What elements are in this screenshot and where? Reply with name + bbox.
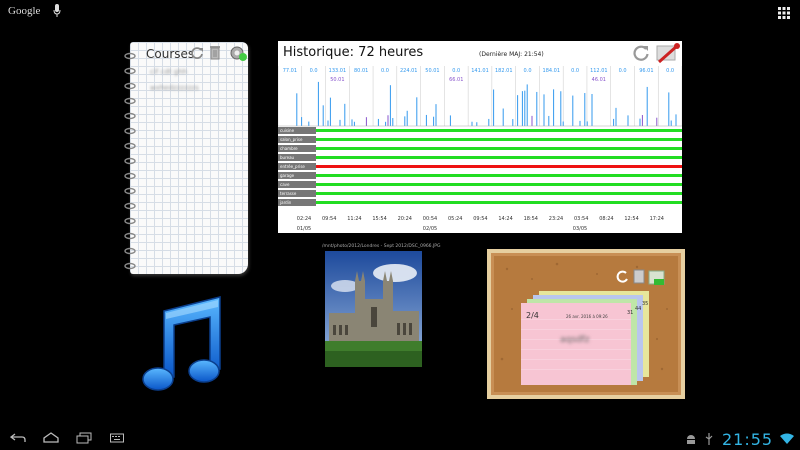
usb-icon	[705, 433, 713, 445]
chart-peak-label: 184.01	[543, 68, 561, 74]
chart-peak-label: 0.0	[310, 68, 318, 74]
chart-peak-label: 141.01	[471, 68, 489, 74]
shopping-list-widget[interactable]	[130, 42, 248, 274]
settings-icon[interactable]	[228, 44, 248, 62]
chart-peak-label: 0.0	[452, 68, 460, 74]
status-bar	[278, 138, 682, 141]
status-bar	[278, 156, 682, 159]
chart-peak-label: 133.01	[329, 68, 347, 74]
chart-peak-label: 0.0	[524, 68, 532, 74]
time-tick: 23:24	[549, 216, 563, 222]
chart-peak-label: 66.01	[449, 77, 463, 83]
row-label-bg	[278, 154, 316, 161]
clock[interactable]: 21:55	[722, 430, 774, 449]
row-label-bg	[278, 181, 316, 188]
keyboard-icon[interactable]	[110, 432, 124, 444]
note-tab-number[interactable]: 35	[642, 301, 649, 307]
chart-peak-label: 0.0	[381, 68, 389, 74]
photo-path: /mnt/photo/2012/Londres - Sept 2012/DSC_…	[322, 244, 441, 249]
row-label: entrée_prise	[280, 164, 305, 169]
trash-icon[interactable]	[209, 45, 221, 60]
chart-peak-label: 46.01	[592, 77, 606, 83]
time-tick: 14:24	[498, 216, 512, 222]
row-label-bg	[278, 145, 316, 152]
status-bar	[278, 165, 682, 168]
row-label: garage	[280, 173, 295, 178]
time-tick: 18:54	[524, 216, 538, 222]
last-update-label: (Dernière MAJ: 21:54)	[479, 51, 544, 58]
tools-icon[interactable]	[655, 42, 681, 64]
list-item[interactable]: wxhedzzzzzzs	[150, 84, 199, 92]
row-label-bg	[278, 190, 316, 197]
note-text[interactable]: aqsdfz	[560, 335, 590, 345]
chart-peak-label: 80.01	[354, 68, 368, 74]
microphone-icon[interactable]	[53, 4, 61, 18]
date-label: 02/05	[423, 226, 437, 232]
note-tab-number[interactable]: 31	[627, 310, 634, 316]
chart-peak-label: 224.01	[400, 68, 418, 74]
all-apps-icon[interactable]	[778, 7, 790, 19]
memo-board-widget[interactable]	[487, 249, 685, 399]
notepad-title: Courses	[146, 47, 195, 61]
time-tick: 09:54	[473, 216, 487, 222]
time-tick: 17:24	[650, 216, 664, 222]
chart-peak-label: 50.01	[330, 77, 344, 83]
android-debug-icon	[687, 435, 695, 444]
row-label: chambre	[280, 146, 298, 151]
back-icon[interactable]	[10, 432, 26, 444]
row-label: jardin	[279, 200, 292, 205]
music-note-icon[interactable]	[140, 293, 226, 393]
home-icon[interactable]	[42, 432, 60, 444]
refresh-icon[interactable]	[632, 44, 650, 62]
time-tick: 12:54	[624, 216, 638, 222]
photo-frame[interactable]	[325, 251, 422, 367]
list-item[interactable]: cif cdt ghh	[150, 68, 188, 76]
row-label: cave	[280, 182, 290, 187]
row-label-bg	[278, 172, 316, 179]
row-label-bg	[278, 199, 316, 206]
time-tick: 02:24	[297, 216, 311, 222]
time-tick: 09:54	[322, 216, 336, 222]
row-label-bg	[278, 127, 316, 134]
row-label: terrasse	[280, 191, 297, 196]
time-tick: 05:24	[448, 216, 462, 222]
status-bar	[278, 183, 682, 186]
row-label-bg	[278, 163, 316, 170]
date-label: 03/05	[573, 226, 587, 232]
chart-peak-label: 0.0	[666, 68, 674, 74]
time-tick: 15:54	[372, 216, 386, 222]
status-bar	[278, 129, 682, 132]
chart-peak-label: 0.0	[571, 68, 579, 74]
note-tab-number[interactable]: 44	[635, 306, 642, 312]
chart-peak-label: 50.01	[425, 68, 439, 74]
chart-peak-label: 77.01	[283, 68, 297, 74]
chart-peak-label: 182.01	[495, 68, 513, 74]
spiral-binding	[124, 52, 136, 270]
google-search-label[interactable]: Google	[8, 5, 41, 17]
note-date: 26 avr. 2016 à 09:26	[566, 314, 608, 319]
status-bar	[278, 147, 682, 150]
wifi-icon	[780, 433, 794, 444]
row-label: salon_prise	[280, 137, 303, 142]
status-bar	[278, 174, 682, 177]
time-tick: 20:24	[398, 216, 412, 222]
time-tick: 03:54	[574, 216, 588, 222]
date-label: 01/05	[297, 226, 311, 232]
note-page-indicator: 2/4	[526, 311, 539, 320]
row-label: cuisine	[280, 128, 295, 133]
history-title: Historique: 72 heures	[283, 45, 424, 60]
status-bar	[278, 201, 682, 204]
row-label-bg	[278, 136, 316, 143]
row-label: bureau	[280, 155, 295, 160]
time-tick: 00:54	[423, 216, 437, 222]
status-bar	[278, 192, 682, 195]
chart-peak-label: 96.01	[639, 68, 653, 74]
refresh-icon[interactable]	[190, 46, 204, 60]
chart-peak-label: 112.01	[590, 68, 608, 74]
history-chart: 77.01 0.0 133.01 80.01 0.0 224.01 50.01 0.0 141.…	[278, 66, 682, 232]
recent-apps-icon[interactable]	[76, 432, 92, 444]
time-tick: 11:24	[347, 216, 361, 222]
time-tick: 08:24	[599, 216, 613, 222]
chart-peak-label: 0.0	[619, 68, 627, 74]
